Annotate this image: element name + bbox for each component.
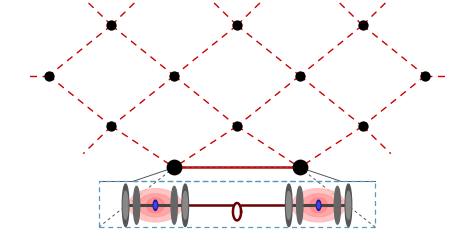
- Ellipse shape: [182, 184, 189, 227]
- Point: [171, 74, 178, 78]
- Ellipse shape: [310, 198, 328, 213]
- Ellipse shape: [138, 194, 173, 217]
- Point: [108, 23, 115, 27]
- Ellipse shape: [346, 191, 351, 219]
- Point: [171, 166, 178, 169]
- Ellipse shape: [334, 186, 341, 224]
- Ellipse shape: [154, 202, 156, 208]
- Point: [233, 23, 241, 27]
- Ellipse shape: [285, 184, 292, 227]
- Point: [359, 23, 366, 27]
- Ellipse shape: [153, 200, 157, 210]
- Ellipse shape: [183, 191, 188, 219]
- Ellipse shape: [317, 200, 321, 210]
- Ellipse shape: [345, 184, 352, 227]
- Ellipse shape: [171, 186, 177, 224]
- Ellipse shape: [286, 191, 291, 219]
- Ellipse shape: [301, 194, 336, 217]
- Ellipse shape: [129, 189, 182, 222]
- Ellipse shape: [133, 186, 140, 224]
- Ellipse shape: [292, 189, 345, 222]
- Ellipse shape: [318, 202, 320, 208]
- Point: [296, 74, 303, 78]
- Point: [359, 124, 366, 128]
- Point: [421, 74, 429, 78]
- Point: [233, 124, 241, 128]
- Ellipse shape: [123, 191, 128, 219]
- Ellipse shape: [146, 198, 164, 213]
- Ellipse shape: [297, 186, 303, 224]
- Point: [108, 124, 115, 128]
- Point: [45, 74, 53, 78]
- Ellipse shape: [122, 184, 129, 227]
- Point: [296, 166, 303, 169]
